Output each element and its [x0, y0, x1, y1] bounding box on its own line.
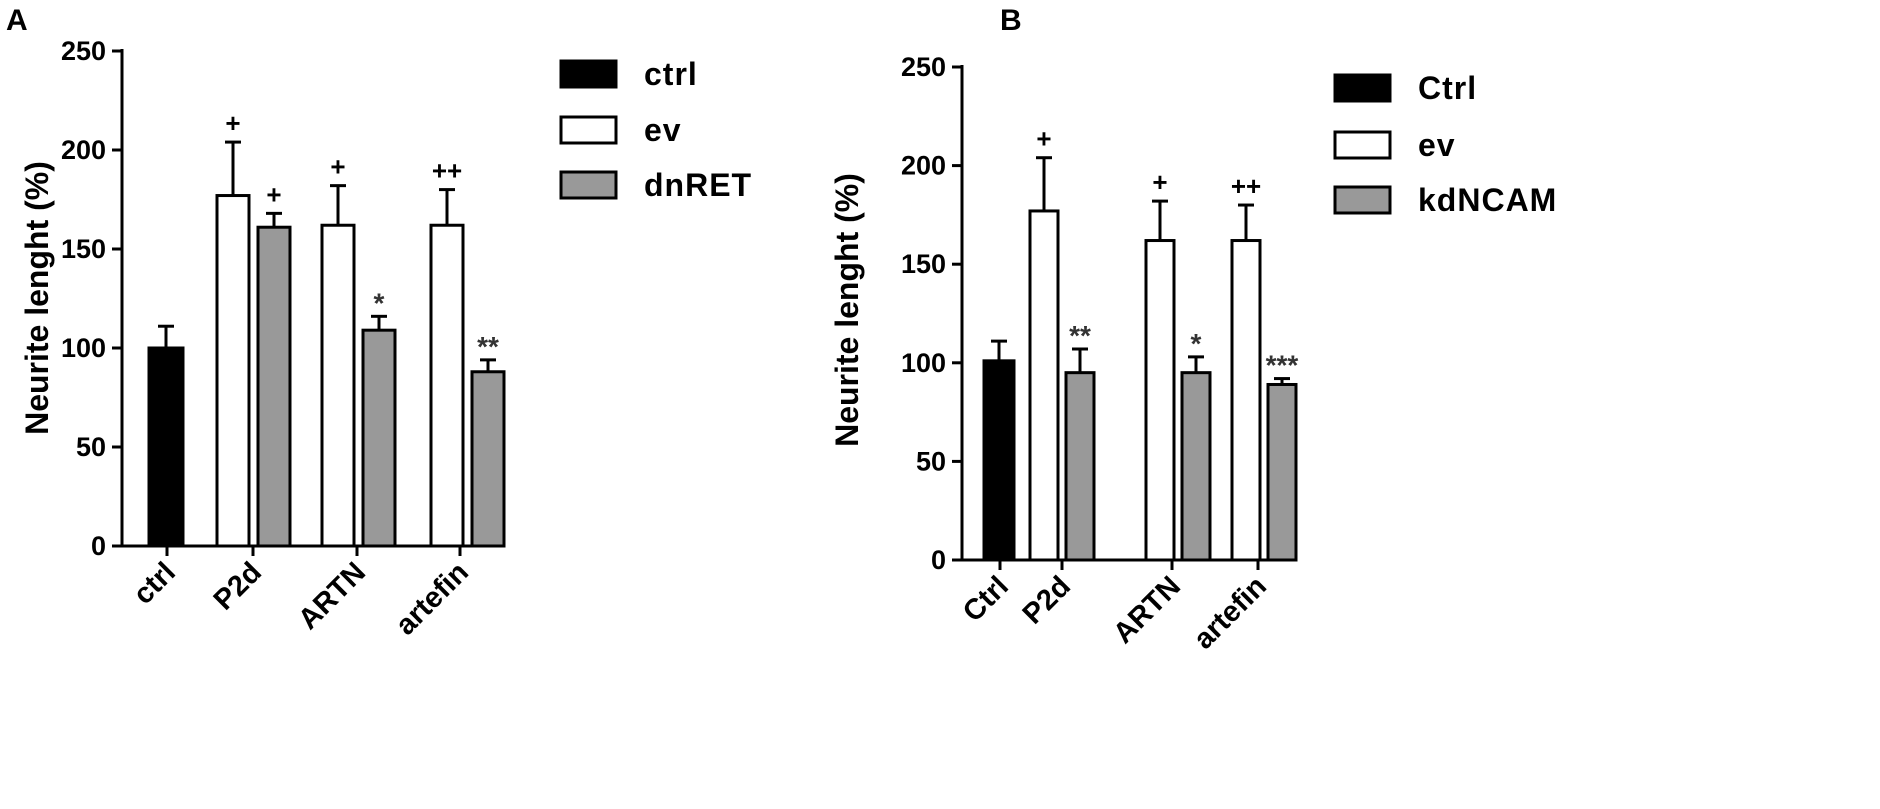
- panel-a-y-tick-label-200: 200: [61, 135, 106, 165]
- panel-a-bar-p2d-ev-significance-label: +: [225, 108, 240, 138]
- panel-b-bar-artefin-kdncam: [1266, 382, 1298, 562]
- panel-a-y-tick-label-250: 250: [61, 36, 106, 66]
- panel-a-bar-artefin-dnret-significance-label: **: [477, 331, 499, 362]
- panel-a-bar-artn-ev-significance-label: +: [330, 152, 345, 182]
- panel-a-legend-label-dnret: dnRET: [644, 167, 752, 203]
- panel-a-x-label-artn: ARTN: [292, 556, 372, 636]
- panel-b-bar-p2d-kdncam-significance-label: **: [1069, 320, 1091, 351]
- panel-b-legend-label-ctrl: Ctrl: [1418, 70, 1477, 106]
- panel-b-bar-artefin-ev-significance-label: ++: [1231, 171, 1261, 201]
- panel-b-y-tick-label-250: 250: [901, 52, 946, 82]
- panel-b-x-label-p2d: P2d: [1017, 570, 1077, 630]
- panel-a-legend-label-ctrl: ctrl: [644, 56, 698, 92]
- panel-a-x-label-artefin: artefin: [390, 556, 475, 641]
- panel-b-y-tick-label-0: 0: [931, 545, 946, 575]
- panel-a-y-tick-label-150: 150: [61, 234, 106, 264]
- panel-a-bar-p2d-dnret: [256, 225, 292, 548]
- panel-b-bar-artn-kdncam: [1180, 371, 1212, 562]
- panel-b-x-label-artefin: artefin: [1188, 570, 1273, 655]
- panel-b-letter: B: [1000, 4, 1022, 37]
- panel-a-bar-artefin-ev: [429, 223, 465, 548]
- panel-b-bar-p2d-ev: [1028, 209, 1060, 562]
- panel-a-y-tick-label-0: 0: [91, 531, 106, 561]
- panel-a-bar-artn-dnret-significance-label: *: [374, 287, 385, 318]
- panel-a-legend-label-ev: ev: [644, 112, 682, 148]
- panel-a-legend-swatch-ctrl: [559, 59, 618, 89]
- panel-b-legend-swatch-kdncam: [1333, 185, 1392, 215]
- panel-b-legend-swatch-ev: [1333, 130, 1392, 160]
- panel-b-y-tick-label-200: 200: [901, 151, 946, 181]
- panel-b-legend-label-ev: ev: [1418, 127, 1456, 163]
- panel-b-bar-p2d-ev-significance-label: +: [1036, 124, 1051, 154]
- panel-b-y-tick-label-50: 50: [916, 446, 946, 476]
- panel-b-bar-p2d-kdncam: [1064, 371, 1096, 562]
- panel-b-legend-swatch-ctrl: [1333, 73, 1392, 103]
- panel-a-bar-ctrl-ctrl: [147, 346, 185, 548]
- panel-b-bar-artn-ev-significance-label: +: [1152, 167, 1167, 197]
- panel-a-letter: A: [6, 4, 28, 37]
- panel-b-bar-artn-kdncam-significance-label: *: [1191, 328, 1202, 359]
- panel-a-x-label-ctrl: ctrl: [127, 556, 182, 611]
- panel-a-x-label-p2d: P2d: [208, 556, 268, 616]
- panel-a-legend-swatch-dnret: [559, 170, 618, 200]
- panel-b-legend-label-kdncam: kdNCAM: [1418, 182, 1557, 218]
- panel-b-y-tick-label-150: 150: [901, 249, 946, 279]
- panel-b-bar-artefin-kdncam-significance-label: ***: [1266, 350, 1299, 381]
- panel-a-bar-artn-ev: [320, 223, 356, 548]
- panel-b-x-label-ctrl: Ctrl: [957, 570, 1015, 628]
- panel-a-bar-p2d-ev: [215, 194, 251, 548]
- panel-a-bar-artn-dnret: [361, 328, 397, 548]
- panel-a-y-tick-label-100: 100: [61, 333, 106, 363]
- panel-a-bar-artefin-ev-significance-label: ++: [432, 156, 462, 186]
- panel-b-bar-artefin-ev: [1230, 239, 1262, 562]
- panel-b-y-axis-label: Neurite lenght (%): [829, 173, 865, 447]
- panel-a-chart: 0 50 100 150 200 250 Neurite lenght (%) ctrl P2d…: [19, 36, 752, 642]
- panel-a-bar-p2d-dnret-significance-label: +: [266, 179, 281, 209]
- panel-a-legend-swatch-ev: [559, 115, 618, 145]
- panel-b-bar-ctrl-ctrl: [982, 359, 1016, 562]
- panel-a-bar-artefin-dnret: [470, 370, 506, 548]
- panel-a-y-tick-label-50: 50: [76, 432, 106, 462]
- panel-a-y-axis-label: Neurite lenght (%): [19, 161, 55, 435]
- panel-b-bar-artn-ev: [1144, 239, 1176, 562]
- panel-b-y-tick-label-100: 100: [901, 348, 946, 378]
- panel-b-x-label-artn: ARTN: [1107, 570, 1187, 650]
